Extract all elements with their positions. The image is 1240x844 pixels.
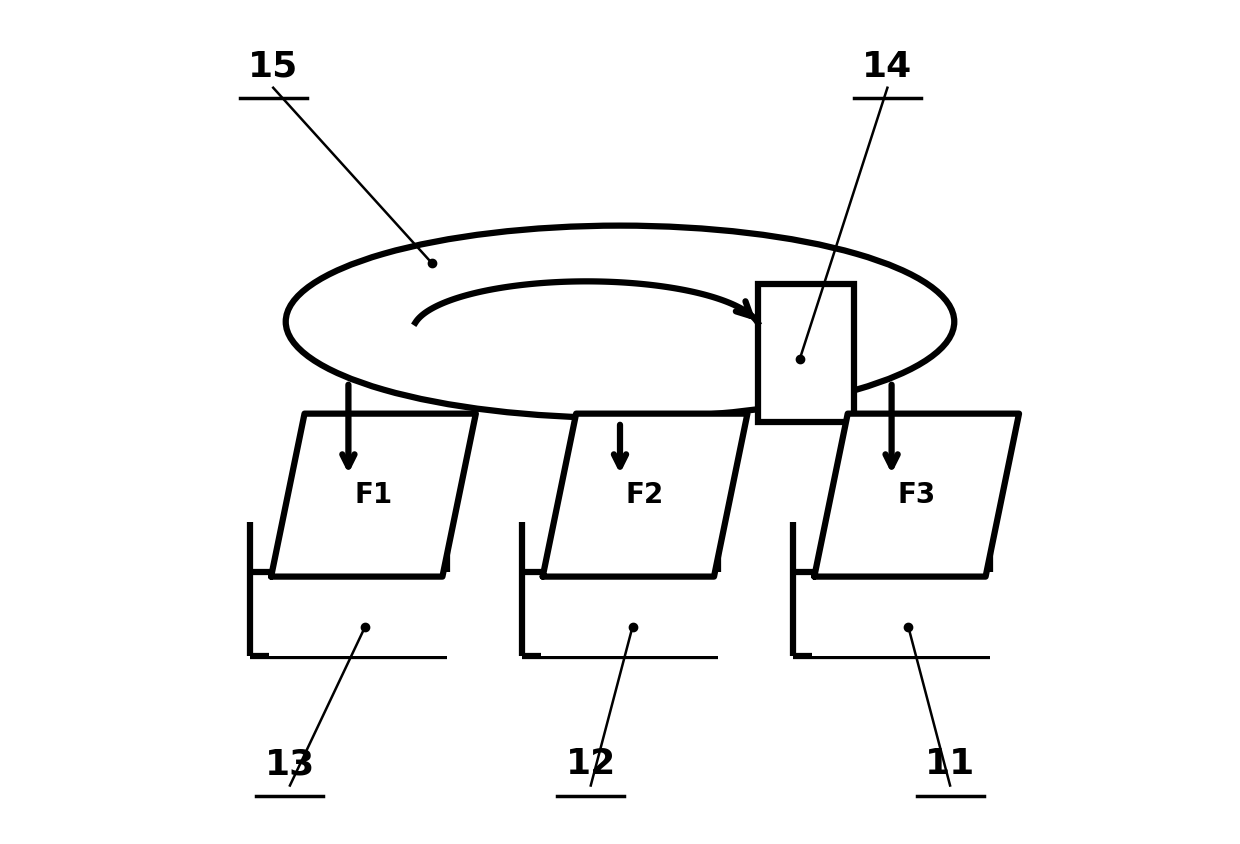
- Bar: [758, 284, 854, 422]
- Text: 15: 15: [248, 50, 299, 84]
- Text: F1: F1: [355, 481, 393, 509]
- Text: F3: F3: [898, 481, 936, 509]
- Bar: [546, 522, 694, 572]
- Text: 11: 11: [925, 747, 975, 782]
- Polygon shape: [272, 414, 476, 576]
- Bar: [817, 522, 966, 572]
- Bar: [812, 572, 1008, 656]
- Bar: [541, 572, 737, 656]
- Text: 14: 14: [862, 50, 913, 84]
- Polygon shape: [815, 414, 1019, 576]
- Polygon shape: [543, 414, 748, 576]
- Text: 12: 12: [565, 747, 616, 782]
- Text: F2: F2: [626, 481, 665, 509]
- Bar: [274, 522, 423, 572]
- Bar: [269, 572, 465, 656]
- Text: 13: 13: [265, 747, 315, 782]
